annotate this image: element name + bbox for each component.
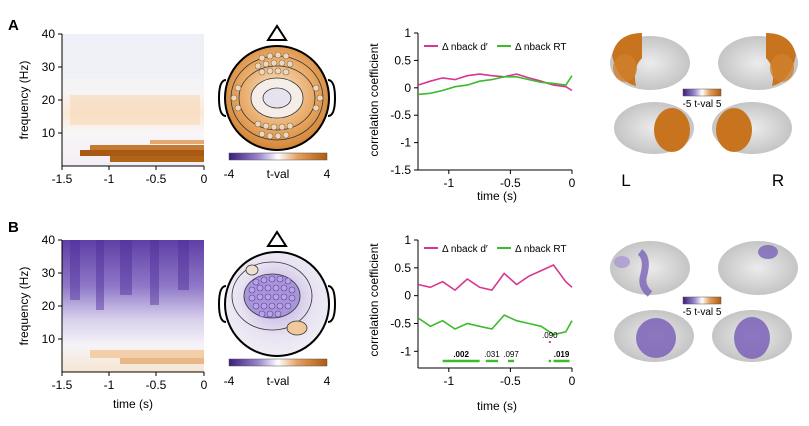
y-tick-label: 0.5 <box>394 261 411 275</box>
y-tick-label: -0.5 <box>390 108 411 122</box>
brain-b-right-lateral <box>718 241 798 295</box>
tf-plot-b: 40 30 20 10 -1.5 -1 -0.5 0 frequency (Hz… <box>17 233 208 411</box>
tf-a-xtick: -1.5 <box>52 172 73 186</box>
tf-b-xtick: -1.5 <box>52 378 73 392</box>
sig-label: .031 <box>484 350 500 359</box>
y-tick-label: -1 <box>400 344 411 358</box>
panel-a-label: A <box>8 17 19 34</box>
corr-b-legend-dprime: Δ nback d′ <box>442 244 488 255</box>
corr-a-legend-rt: Δ nback RT <box>515 42 567 53</box>
tf-b-ytick: 30 <box>42 266 56 280</box>
panel-b-label: B <box>8 219 19 236</box>
brain-a-left-label: L <box>621 171 630 190</box>
y-tick-label: 0 <box>404 289 411 303</box>
corr-b-xlabel: time (s) <box>477 399 517 413</box>
y-tick-label: -1 <box>400 136 411 150</box>
sig-label: .002 <box>453 350 469 359</box>
y-tick-label: 0 <box>404 81 411 95</box>
topo-map-b <box>217 230 337 357</box>
tf-b-ylabel: frequency (Hz) <box>17 267 31 346</box>
tf-a-ytick: 30 <box>42 60 56 74</box>
series-line-rt <box>417 75 573 96</box>
brain-b <box>610 241 798 362</box>
x-tick-label: -1 <box>443 374 454 388</box>
sig-label: .097 <box>503 350 519 359</box>
tf-plot-a: 40 30 20 10 -1.5 -1 -0.5 0 frequency (Hz… <box>17 27 208 186</box>
x-tick-label: -1 <box>443 176 454 190</box>
brain-b-cbar-label: -5 t-val 5 <box>683 307 722 318</box>
corr-a-ylabel: correlation coefficient <box>367 43 381 157</box>
y-tick-label: 1 <box>404 233 411 247</box>
brain-a-colorbar <box>682 88 722 97</box>
topo-a-cbar-min: -4 <box>224 167 235 181</box>
topo-a-cbar-label: t-val <box>267 167 290 181</box>
corr-b-legend-rt: Δ nback RT <box>515 244 567 255</box>
corr-b-ylabel: correlation coefficient <box>367 243 381 357</box>
corr-plot-a: 1 0.5 0 -0.5 -1 -1.5 -1 -0.5 0 <box>390 26 575 190</box>
sig-label: .090 <box>542 331 558 340</box>
brain-a-right-label: R <box>772 171 784 190</box>
tf-b-ytick: 20 <box>42 299 56 313</box>
tf-a-ytick: 20 <box>42 93 56 107</box>
corr-plot-b: 1 0.5 0 -0.5 -1 -1 -0.5 0 .002 .031.097 .090 .019 <box>390 233 575 388</box>
brain-b-colorbar <box>682 296 722 305</box>
brain-a <box>610 33 798 154</box>
tf-a-ylabel: frequency (Hz) <box>17 61 31 140</box>
tf-b-xtick: -1 <box>104 378 115 392</box>
series-line-dprime <box>417 73 573 92</box>
tf-a-xtick: -1 <box>104 172 115 186</box>
y-tick-label: -1.5 <box>390 163 411 177</box>
y-tick-label: 1 <box>404 26 411 40</box>
topo-b-cbar-min: -4 <box>224 374 235 388</box>
x-tick-label: 0 <box>569 374 576 388</box>
series-line-rt <box>417 314 573 336</box>
x-tick-label: 0 <box>569 176 576 190</box>
y-tick-label: -0.5 <box>390 316 411 330</box>
tf-a-ytick: 40 <box>42 27 56 41</box>
x-tick-label: -0.5 <box>500 374 521 388</box>
corr-a-xlabel: time (s) <box>477 189 517 203</box>
tf-a-xtick: -0.5 <box>146 172 167 186</box>
corr-a-legend-dprime: Δ nback d′ <box>442 42 488 53</box>
x-tick-label: -0.5 <box>500 176 521 190</box>
tf-b-xlabel: time (s) <box>113 397 153 411</box>
tf-b-ytick: 10 <box>42 332 56 346</box>
topo-a-cbar-max: 4 <box>324 167 331 181</box>
topo-b-cbar-max: 4 <box>324 374 331 388</box>
brain-a-cbar-label: -5 t-val 5 <box>683 99 722 110</box>
y-tick-label: 0.5 <box>394 53 411 67</box>
tf-a-ytick: 10 <box>42 126 56 140</box>
brain-b-left-lateral <box>610 241 690 295</box>
series-line-dprime <box>417 264 573 292</box>
topo-map-a <box>217 24 337 151</box>
tf-b-xtick: 0 <box>201 378 208 392</box>
tf-b-xtick: -0.5 <box>146 378 167 392</box>
tf-a-xtick: 0 <box>201 172 208 186</box>
topo-b-colorbar <box>228 358 328 367</box>
tf-b-ytick: 40 <box>42 233 56 247</box>
topo-b-cbar-label: t-val <box>267 374 290 388</box>
topo-a-colorbar <box>228 152 328 161</box>
sig-label: .019 <box>554 350 570 359</box>
